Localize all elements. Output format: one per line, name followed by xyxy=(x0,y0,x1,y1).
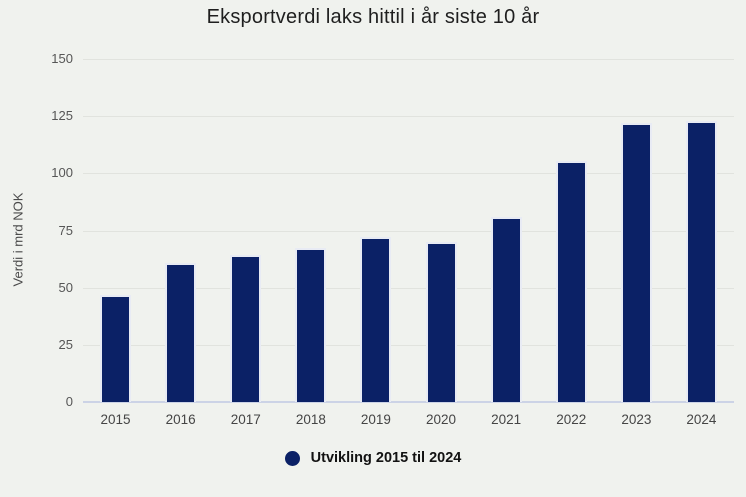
bar-2015[interactable] xyxy=(100,294,132,402)
x-tick-label-2016: 2016 xyxy=(165,412,196,427)
legend-label: Utvikling 2015 til 2024 xyxy=(310,450,462,466)
x-tick-label-2021: 2021 xyxy=(491,412,522,427)
bar-2016[interactable] xyxy=(165,262,197,402)
x-tick-label-2019: 2019 xyxy=(360,412,391,427)
x-tick-label-2018: 2018 xyxy=(295,412,326,427)
gridline-100 xyxy=(83,173,734,175)
x-tick-label-2015: 2015 xyxy=(100,412,131,427)
x-tick-label-2023: 2023 xyxy=(621,412,652,427)
bar-2018[interactable] xyxy=(295,247,327,402)
bar-2020[interactable] xyxy=(425,241,457,402)
bar-2019[interactable] xyxy=(360,237,392,402)
x-axis-baseline xyxy=(83,401,734,403)
y-tick-label-50: 50 xyxy=(58,279,73,295)
y-tick-label-100: 100 xyxy=(51,165,73,181)
gridline-25 xyxy=(83,344,734,346)
x-tick-label-2022: 2022 xyxy=(556,412,587,427)
y-tick-label-150: 150 xyxy=(51,51,73,66)
legend-swatch-circle-icon xyxy=(284,450,300,466)
x-tick-label-2017: 2017 xyxy=(230,412,261,427)
gridline-150 xyxy=(83,59,734,60)
bar-2022[interactable] xyxy=(555,160,587,402)
y-tick-label-25: 25 xyxy=(58,336,73,352)
y-tick-label-75: 75 xyxy=(58,222,73,238)
bar-2023[interactable] xyxy=(620,122,652,402)
bar-2024[interactable] xyxy=(685,121,717,402)
gridline-125 xyxy=(83,116,734,118)
y-tick-label-125: 125 xyxy=(51,108,73,124)
plot-area xyxy=(83,59,734,403)
x-tick-label-2024: 2024 xyxy=(686,412,717,427)
bar-2017[interactable] xyxy=(230,254,262,402)
y-tick-label-0: 0 xyxy=(65,394,73,409)
gridline-50 xyxy=(83,287,734,289)
legend[interactable]: Utvikling 2015 til 2024 xyxy=(0,450,746,466)
x-tick-label-2020: 2020 xyxy=(426,412,457,427)
bar-2021[interactable] xyxy=(490,216,522,402)
gridline-75 xyxy=(83,230,734,232)
chart-title: Eksportverdi laks hittil i år siste 10 å… xyxy=(206,6,540,28)
